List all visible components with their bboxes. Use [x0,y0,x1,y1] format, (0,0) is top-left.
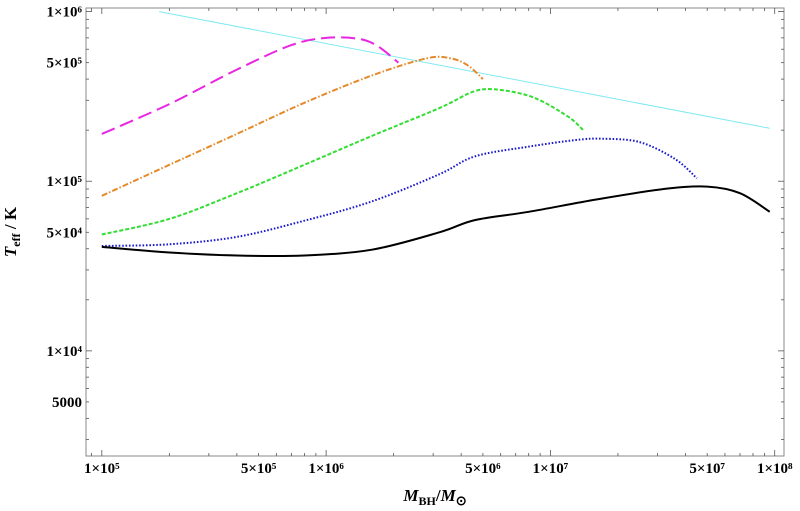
y-tick-label: 1×10⁵ [46,174,82,190]
series-line-orange-dashdot [101,55,484,197]
y-tick-label: 1×10⁴ [46,344,82,360]
x-tick-label: 5×10⁵ [241,461,277,477]
x-tick-label: 5×10⁶ [465,461,501,477]
x-axis-label: MBH/M⊙ [402,486,466,508]
x-tick-label: 1×10⁵ [84,461,120,477]
y-axis-label: Teff / K [1,206,23,257]
x-tick-label: 5×10⁷ [689,461,725,477]
series-line-cyan-reference [159,11,770,129]
labels-layer: 1×10⁵ 5×10⁵ 1×10⁶ 5×10⁶ 1×10⁷ 5×10⁷ 1×10⁸ 1×10⁶… [46,5,793,477]
series-line-green-dashed [101,88,584,236]
x-tick-label: 1×10⁷ [533,461,569,477]
x-tick-label: 1×10⁶ [308,461,344,477]
y-tick-label: 5000 [52,395,82,411]
x-tick-label: 1×10⁸ [757,461,793,477]
series-line-magenta-dashed [101,36,400,135]
series-line-blue-dotted [101,137,698,247]
ticks-layer [86,8,784,456]
y-tick-label: 1×10⁶ [46,5,82,21]
y-tick-label: 5×10⁵ [46,56,82,72]
series-line-black-solid [101,185,771,258]
y-tick-label: 5×10⁴ [46,225,82,241]
series-layer [101,11,771,258]
